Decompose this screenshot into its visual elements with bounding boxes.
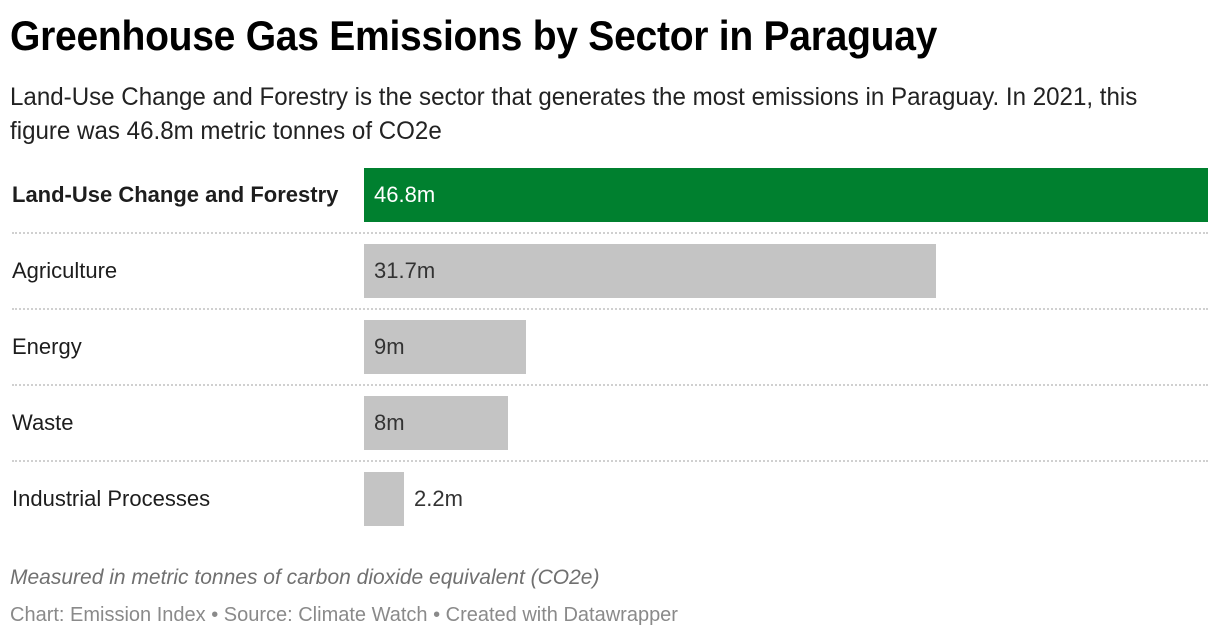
bar-row: Land-Use Change and Forestry 46.8m <box>0 168 1220 244</box>
category-label: Industrial Processes <box>12 486 211 511</box>
bar-chart: Land-Use Change and Forestry 46.8m Agric… <box>0 168 1220 548</box>
row-separator <box>12 384 1208 386</box>
row-separator <box>12 308 1208 310</box>
category-label: Agriculture <box>12 258 118 283</box>
value-label: 9m <box>374 334 405 359</box>
bar-row: Waste 8m <box>0 396 1220 472</box>
bar-row: Industrial Processes 2.2m <box>0 472 1220 548</box>
bar <box>364 168 1208 222</box>
category-label: Energy <box>12 334 82 359</box>
value-label: 31.7m <box>374 258 436 283</box>
chart-title: Greenhouse Gas Emissions by Sector in Pa… <box>10 12 938 59</box>
bar <box>364 244 936 298</box>
source-footer: Chart: Emission Index • Source: Climate … <box>10 604 678 626</box>
row-separator <box>12 232 1208 234</box>
value-label: 2.2m <box>414 486 463 511</box>
bar <box>364 396 508 450</box>
category-label: Waste <box>12 410 74 435</box>
bar-row: Energy 9m <box>0 320 1220 396</box>
chart-subtitle: Land-Use Change and Forestry is the sect… <box>10 83 1138 145</box>
unit-note: Measured in metric tonnes of carbon diox… <box>10 566 600 589</box>
bar-row: Agriculture 31.7m <box>0 244 1220 320</box>
bar <box>364 472 404 526</box>
category-label: Land-Use Change and Forestry <box>12 182 339 207</box>
value-label: 8m <box>374 410 405 435</box>
row-separator <box>12 460 1208 462</box>
value-label: 46.8m <box>374 182 436 207</box>
bar <box>364 320 526 374</box>
